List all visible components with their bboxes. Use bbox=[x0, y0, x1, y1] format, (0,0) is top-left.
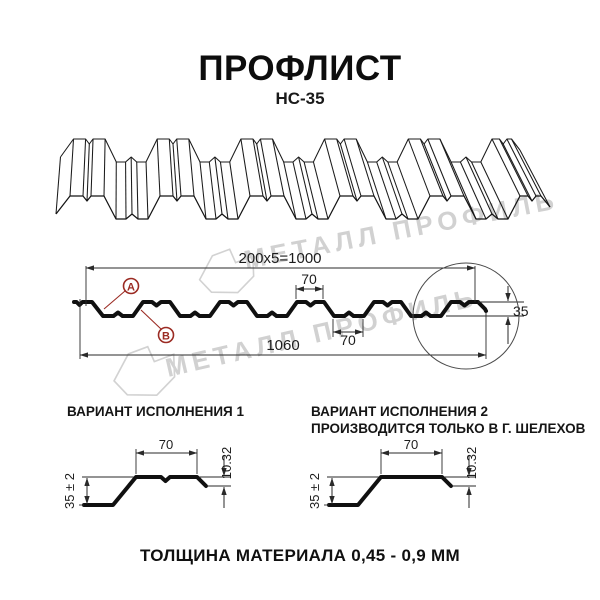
sheet-rib-edge bbox=[176, 138, 182, 197]
sheet-rib-edge bbox=[208, 161, 217, 220]
variant2-heading-line2: ПРОИЗВОДИТСЯ ТОЛЬКО В Г. ШЕЛЕХОВ bbox=[311, 420, 586, 436]
detail-circle bbox=[412, 262, 520, 370]
sheet-rib-edge bbox=[103, 138, 106, 197]
material-thickness-note: ТОЛЩИНА МАТЕРИАЛА 0,45 - 0,9 ММ bbox=[140, 546, 460, 565]
sheet-rib-edge bbox=[339, 143, 358, 202]
sheet-rib-edge bbox=[480, 161, 509, 220]
cross-section-drawing bbox=[72, 300, 488, 318]
sheet-rib-edge bbox=[86, 143, 90, 202]
cross-section-dimensions: 200x5=1000 70 70 1060 35 bbox=[79, 250, 529, 370]
sheet-rib-edge bbox=[387, 161, 409, 220]
dim-height: 35 bbox=[513, 303, 529, 319]
sheet-rib-edge bbox=[168, 138, 174, 197]
sheet-rib-edge bbox=[396, 161, 419, 220]
sheet-rib-edge bbox=[240, 138, 251, 197]
sheet-rib-edge bbox=[376, 161, 397, 220]
sheet-rib-edge bbox=[355, 138, 375, 197]
sheet-rib-edge bbox=[214, 156, 223, 215]
dim-total-width: 1060 bbox=[266, 337, 299, 354]
sheet-rib-edge bbox=[256, 143, 268, 202]
sheet-back-profile-edge bbox=[60, 138, 521, 163]
sheet-rib-edge bbox=[259, 138, 272, 197]
variant1-dim-flange: 70 bbox=[159, 437, 173, 452]
sheet-rib-edge bbox=[324, 138, 341, 197]
sheet-rib-edge bbox=[439, 138, 465, 197]
variant2-profile bbox=[327, 475, 453, 507]
variant2-drawing: 70 10.32 35 ± 2 bbox=[307, 437, 479, 509]
sheet-rib-edge bbox=[136, 161, 139, 220]
watermark-logo-upper bbox=[198, 248, 255, 294]
dim-valley-width: 70 bbox=[340, 332, 356, 348]
sheet-rib-edge bbox=[82, 138, 87, 197]
sheet-rib-edge bbox=[450, 161, 477, 220]
variant2-heading: ВАРИАНТ ИСПОЛНЕНИЯ 2 ПРОИЗВОДИТСЯ ТОЛЬКО… bbox=[311, 404, 585, 437]
sheet-rib-edge bbox=[229, 161, 239, 220]
sheet-rib-edge bbox=[343, 138, 362, 197]
sheet-rib-edge bbox=[199, 161, 207, 220]
variant1-dim-edge-drop: 10.32 bbox=[219, 447, 234, 480]
sheet-rib-edge bbox=[407, 138, 431, 197]
sheet-rib-edge bbox=[55, 156, 62, 215]
sheet-rib-edge bbox=[519, 149, 551, 208]
sheet-rib-edge bbox=[252, 138, 264, 197]
variant1-profile bbox=[82, 475, 208, 507]
sheet-rib-edge bbox=[491, 138, 521, 197]
variant1-heading: ВАРИАНТ ИСПОЛНЕНИЯ 1 bbox=[67, 404, 244, 419]
sheet-rib-edge bbox=[312, 161, 329, 220]
sheet-rib-edge bbox=[498, 138, 529, 197]
sheet-rib-edge bbox=[283, 161, 297, 220]
sheet-rib-edge bbox=[459, 161, 487, 220]
sheet-rib-edge bbox=[381, 156, 403, 215]
sheet-rib-edge bbox=[465, 156, 493, 215]
sheet-rib-edge bbox=[506, 138, 537, 197]
sheet-rib-edge bbox=[303, 161, 319, 220]
sheet-rib-edge bbox=[298, 156, 313, 215]
callout-a: А bbox=[103, 277, 140, 310]
variant2-heading-line1: ВАРИАНТ ИСПОЛНЕНИЯ 2 bbox=[311, 404, 488, 419]
variant1-drawing: 70 10.32 35 ± 2 bbox=[62, 437, 234, 509]
variant2-dim-height: 35 ± 2 bbox=[307, 473, 322, 509]
variant2-dim-edge-drop: 10.32 bbox=[464, 447, 479, 480]
profile-code: НС-35 bbox=[275, 89, 325, 108]
sheet-rib-edge bbox=[156, 138, 161, 197]
watermark-text-lower: МЕТАЛЛ ПРОФИЛЬ bbox=[163, 282, 481, 383]
sheet-rib-edge bbox=[511, 138, 542, 197]
sheet-3d-drawing bbox=[55, 138, 551, 220]
variant2-dim-flange: 70 bbox=[404, 437, 418, 452]
variant1-dim-height: 35 ± 2 bbox=[62, 473, 77, 509]
callout-b: В bbox=[140, 309, 175, 344]
sheet-rib-edge bbox=[90, 138, 94, 197]
page-title: ПРОФЛИСТ bbox=[198, 49, 402, 88]
sheet-front-profile-edge bbox=[55, 195, 551, 220]
sheet-rib-edge bbox=[130, 156, 133, 215]
sheet-rib-edge bbox=[272, 138, 285, 197]
dim-top-run: 200x5=1000 bbox=[239, 250, 322, 267]
sheet-rib-edge bbox=[69, 138, 75, 197]
sheet-rib-edge bbox=[172, 143, 178, 202]
sheet-rib-edge bbox=[366, 161, 387, 220]
callout-a-label: А bbox=[127, 282, 135, 294]
sheet-rib-edge bbox=[502, 143, 533, 202]
watermark-layer: МЕТАЛЛ ПРОФИЛЬ МЕТАЛЛ ПРОФИЛЬ bbox=[113, 184, 561, 397]
sheet-rib-edge bbox=[471, 161, 499, 220]
sheet-rib-edge bbox=[336, 138, 354, 197]
sheet-rib-edge bbox=[292, 161, 307, 220]
sheet-rib-edge bbox=[219, 161, 229, 220]
dim-rib-top-width: 70 bbox=[301, 271, 317, 287]
sheet-rib-edge bbox=[188, 138, 195, 197]
callout-b-label: В bbox=[162, 331, 170, 343]
sheet-rib-edge bbox=[145, 161, 149, 220]
sheet-rib-edge bbox=[419, 138, 444, 197]
sheet-rib-edge bbox=[423, 143, 448, 202]
cross-section-profile bbox=[72, 300, 488, 318]
sheet-rib-edge bbox=[427, 138, 452, 197]
